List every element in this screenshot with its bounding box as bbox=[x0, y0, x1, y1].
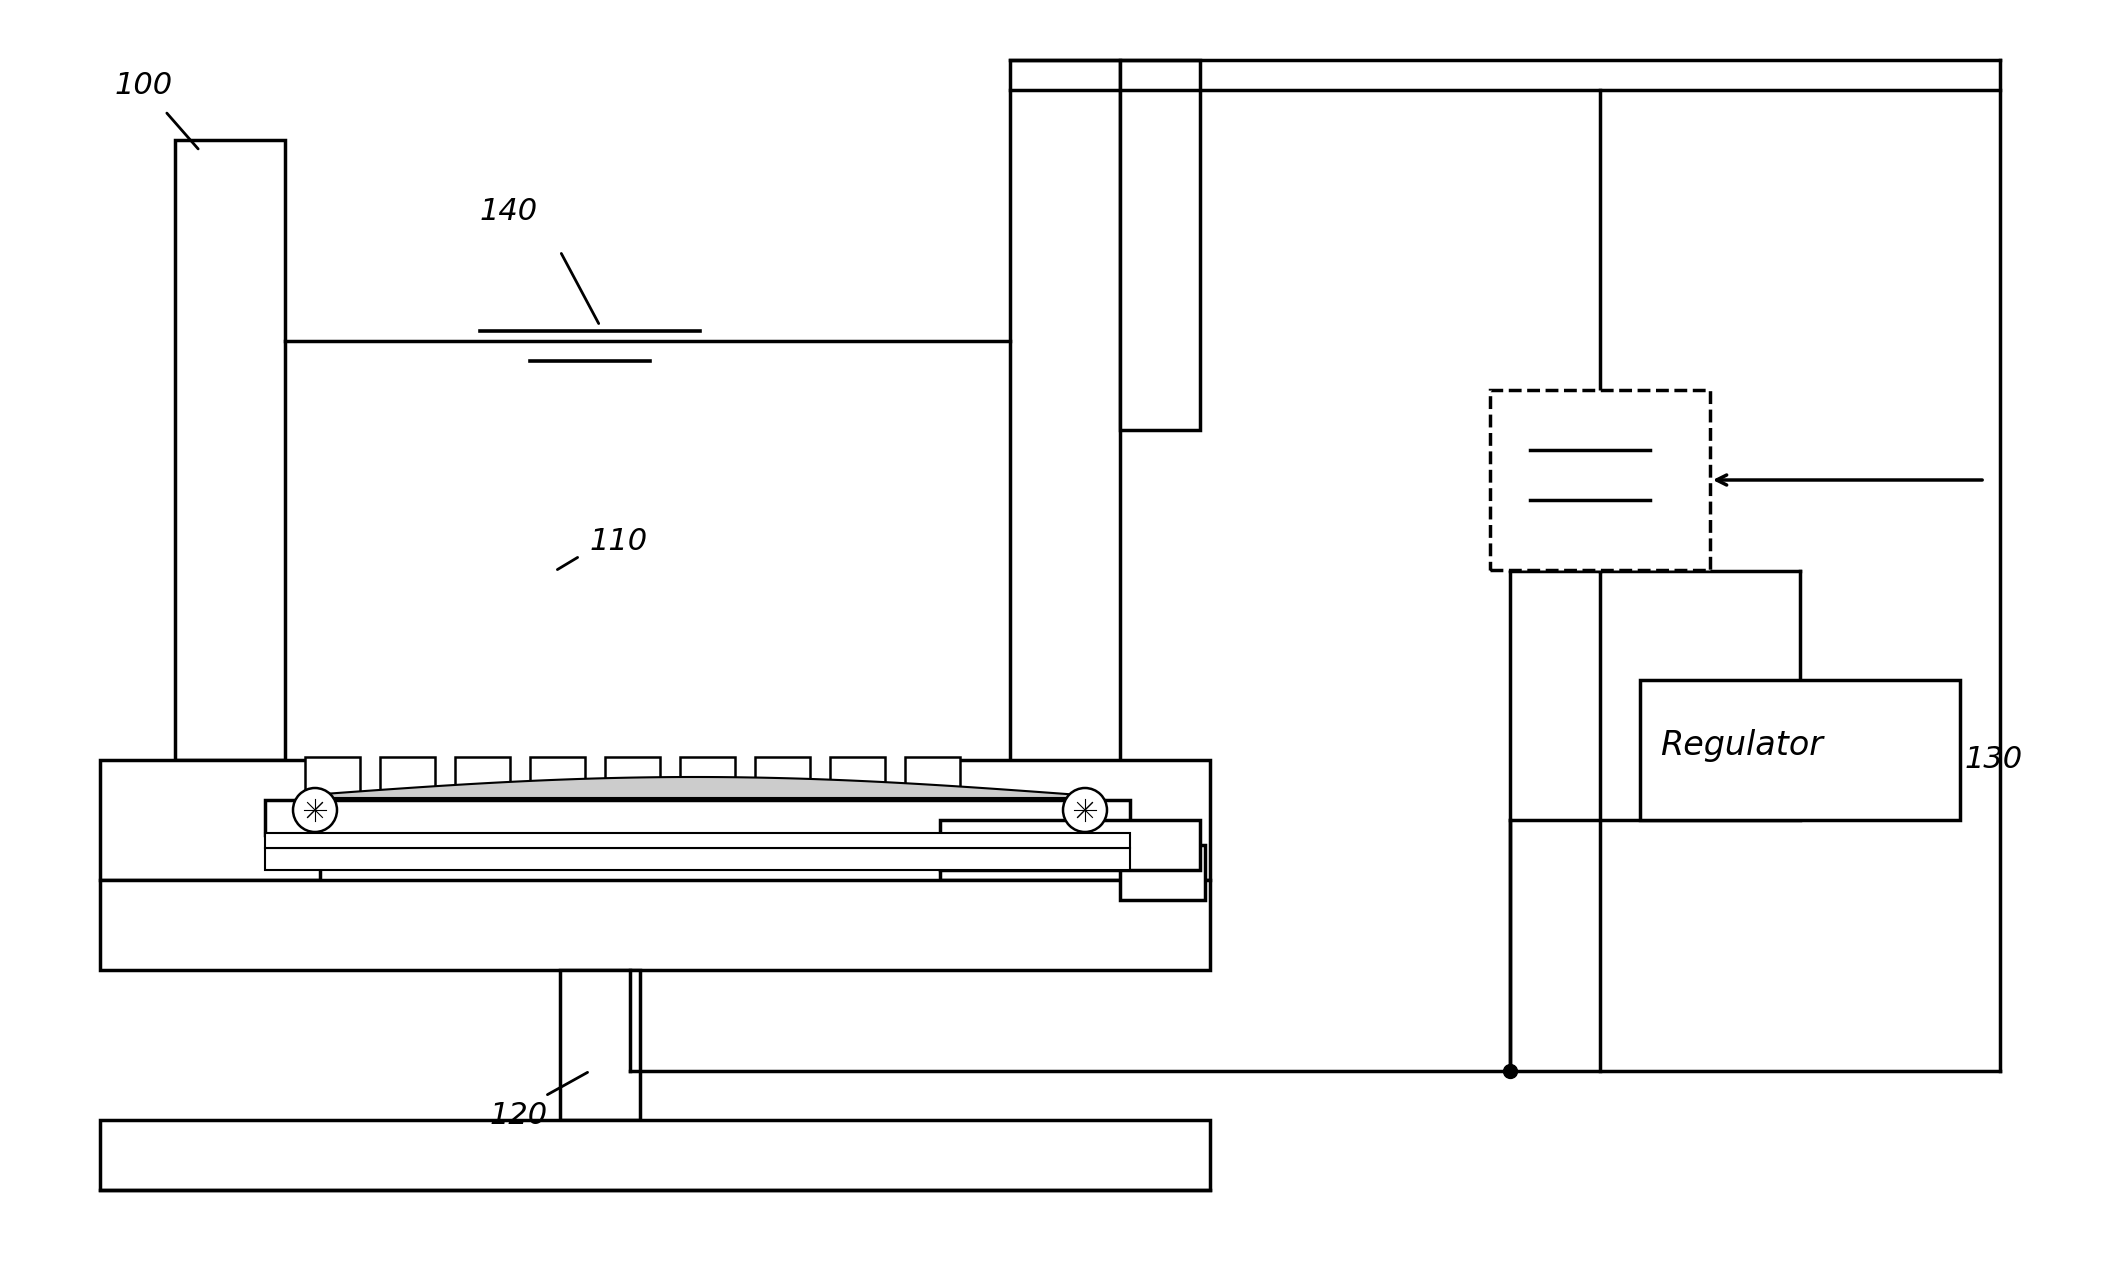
Bar bbox=[681, 758, 736, 794]
Bar bbox=[531, 758, 586, 794]
Bar bbox=[381, 758, 435, 794]
Bar bbox=[905, 758, 960, 794]
Bar bbox=[1490, 390, 1710, 569]
Bar bbox=[1120, 60, 1201, 430]
Bar bbox=[605, 758, 660, 794]
Bar bbox=[455, 758, 509, 794]
Circle shape bbox=[1063, 788, 1108, 833]
Polygon shape bbox=[311, 777, 1080, 798]
Bar bbox=[831, 758, 886, 794]
Bar bbox=[905, 758, 960, 794]
Bar bbox=[264, 833, 1131, 848]
Bar bbox=[560, 970, 641, 1120]
Text: 140: 140 bbox=[480, 197, 539, 225]
Bar bbox=[560, 970, 641, 1120]
Bar bbox=[99, 1120, 1209, 1190]
Bar bbox=[941, 760, 1209, 880]
Bar bbox=[1120, 845, 1205, 900]
Bar bbox=[264, 848, 1131, 871]
Text: 120: 120 bbox=[490, 1102, 548, 1130]
Bar bbox=[99, 760, 319, 880]
Bar bbox=[531, 758, 586, 794]
Circle shape bbox=[294, 788, 336, 833]
Bar bbox=[264, 799, 1131, 835]
Text: Regulator: Regulator bbox=[1659, 728, 1822, 761]
Bar bbox=[605, 758, 660, 794]
Bar bbox=[175, 140, 285, 760]
Bar bbox=[264, 848, 1131, 871]
Bar bbox=[1120, 845, 1205, 900]
Bar bbox=[755, 758, 810, 794]
Bar bbox=[455, 758, 509, 794]
Text: 130: 130 bbox=[1966, 746, 2023, 774]
Text: 110: 110 bbox=[590, 526, 649, 555]
Bar bbox=[1640, 680, 1960, 820]
Bar bbox=[1010, 60, 1120, 840]
Bar bbox=[304, 758, 359, 794]
Bar bbox=[941, 820, 1201, 871]
Bar bbox=[175, 140, 285, 760]
Bar bbox=[941, 760, 1209, 880]
Bar bbox=[381, 758, 435, 794]
Bar bbox=[681, 758, 736, 794]
Bar bbox=[99, 760, 319, 880]
Bar bbox=[831, 758, 886, 794]
Bar bbox=[264, 833, 1131, 848]
Bar bbox=[755, 758, 810, 794]
Bar bbox=[1010, 60, 1120, 840]
Bar bbox=[99, 1120, 1209, 1190]
Bar bbox=[941, 820, 1201, 871]
Bar bbox=[99, 880, 1209, 970]
Text: 100: 100 bbox=[114, 71, 173, 100]
Bar bbox=[1120, 60, 1201, 430]
Bar bbox=[304, 758, 359, 794]
Bar bbox=[99, 880, 1209, 970]
